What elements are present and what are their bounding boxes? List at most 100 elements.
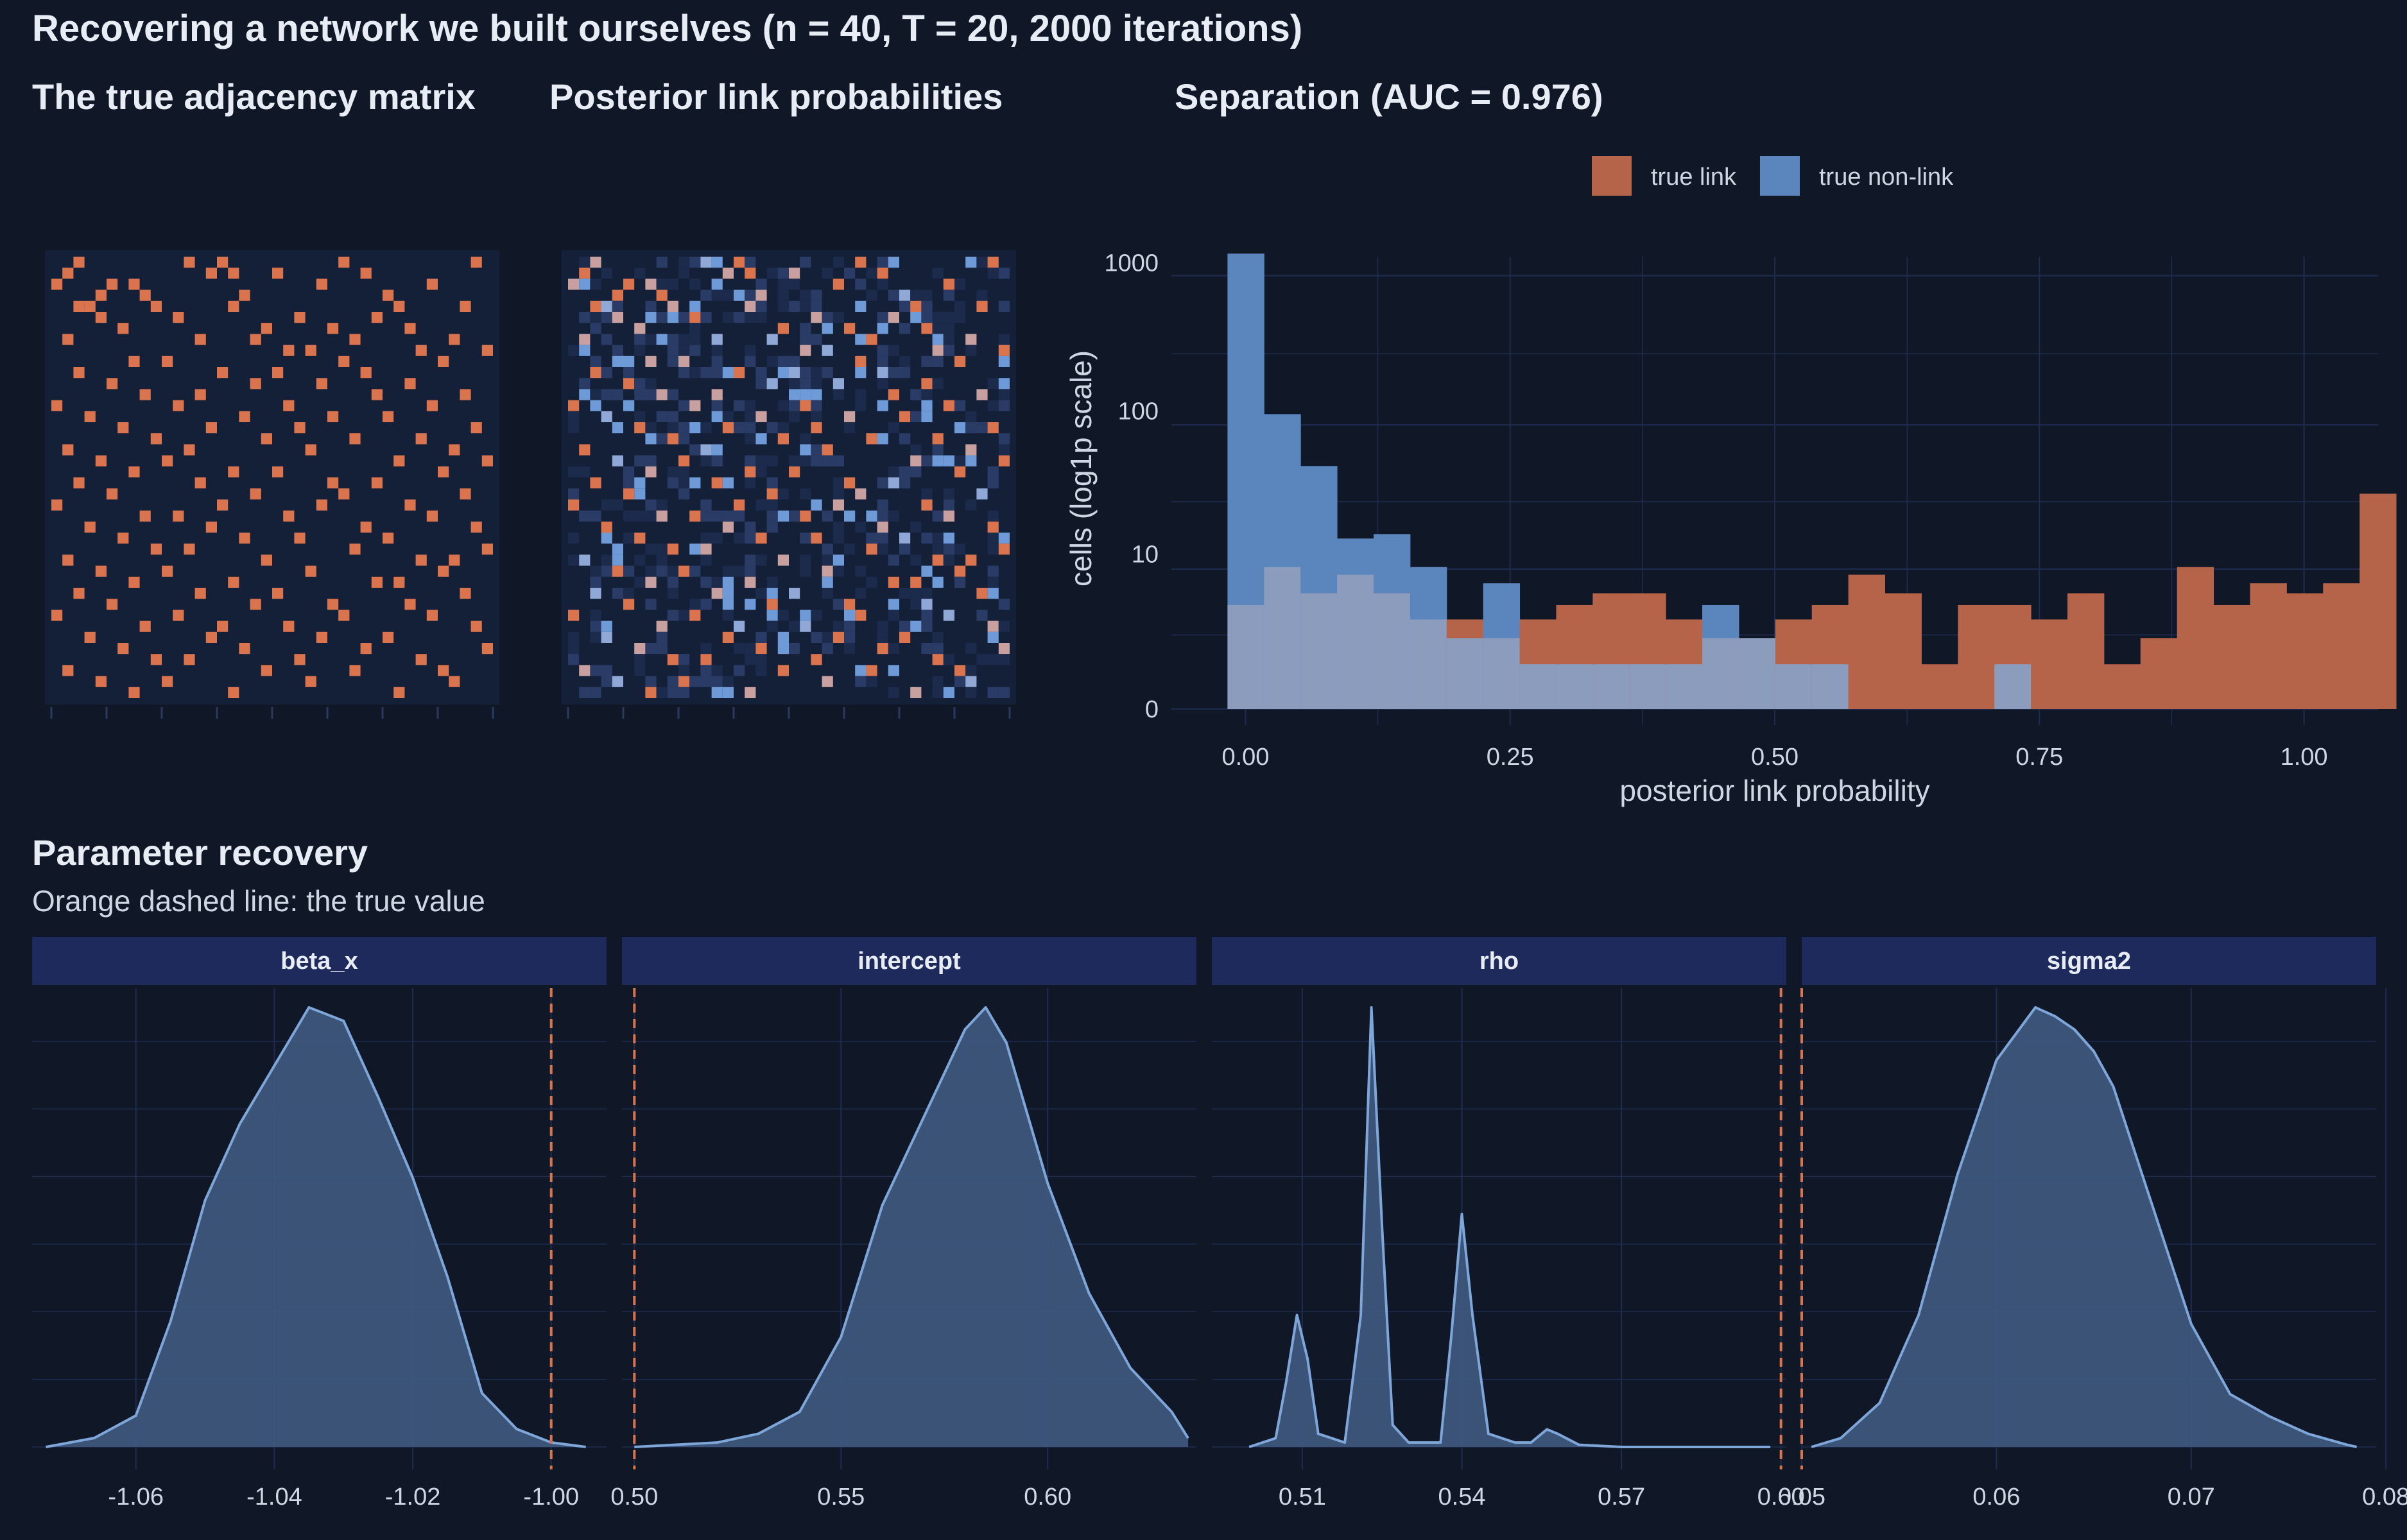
heatmap-cell <box>899 466 911 477</box>
heatmap-link-cell <box>910 300 922 312</box>
heatmap-cell <box>976 654 988 665</box>
heatmap-link-cell <box>393 300 405 312</box>
heatmap-cell <box>877 312 888 323</box>
heatmap-cell <box>877 620 888 632</box>
heatmap-link-cell <box>62 444 74 456</box>
heatmap-cell <box>800 257 811 268</box>
heatmap-cell <box>899 433 911 445</box>
heatmap-link-cell <box>590 300 601 312</box>
heatmap-cell <box>678 654 690 665</box>
heatmap-cell <box>777 422 789 434</box>
heatmap-link-cell <box>173 610 184 621</box>
heatmap-cell <box>921 620 933 632</box>
heatmap-link-cell <box>73 367 85 379</box>
heatmap-cell <box>590 565 601 577</box>
heatmap-cell <box>734 533 745 544</box>
heatmap-link-cell <box>623 488 635 500</box>
histogram-y-tick: 10 <box>1132 542 1159 569</box>
heatmap-link-cell <box>888 389 899 400</box>
heatmap-cell <box>789 300 800 312</box>
heatmap-cell <box>833 521 844 533</box>
heatmap-link-cell <box>700 257 712 268</box>
heatmap-cell <box>789 278 800 290</box>
heatmap-link-cell <box>95 565 107 577</box>
heatmap-link-cell <box>349 334 361 345</box>
heatmap-cell <box>932 444 944 456</box>
heatmap-link-cell <box>590 477 601 489</box>
heatmap-link-cell <box>623 278 635 290</box>
heatmap-link-cell <box>678 455 690 466</box>
histogram-bar-link <box>2323 583 2360 709</box>
heatmap-cell <box>755 665 767 676</box>
heatmap-cell <box>932 576 944 588</box>
heatmap-link-cell <box>745 268 756 279</box>
heatmap-link-cell <box>645 466 657 477</box>
heatmap-cell <box>568 631 580 643</box>
heatmap-cell <box>910 289 922 301</box>
facet-strip-label: beta_x <box>280 948 358 975</box>
facet-density-area <box>1249 1007 1771 1447</box>
heatmap-cell <box>612 588 623 599</box>
heatmap-cell <box>833 554 844 566</box>
heatmap-cell <box>976 257 988 268</box>
heatmap-link-cell <box>888 576 899 588</box>
heatmap-link-cell <box>954 355 966 367</box>
heatmap-cell <box>667 422 678 434</box>
heatmap-cell <box>822 312 833 323</box>
heatmap-cell <box>987 477 999 489</box>
heatmap-cell <box>568 488 580 500</box>
heatmap-link-cell <box>51 278 63 290</box>
heatmap-cell <box>755 554 767 566</box>
heatmap-cell <box>833 312 844 323</box>
heatmap-link-cell <box>777 554 789 566</box>
heatmap-cell <box>734 643 745 654</box>
heatmap-cell <box>998 268 1010 279</box>
heatmap-link-cell <box>139 510 151 522</box>
heatmap-cell <box>623 367 635 379</box>
heatmap-link-cell <box>107 599 118 610</box>
heatmap-link-cell <box>95 676 107 687</box>
heatmap-link-cell <box>612 565 623 577</box>
heatmap-cell <box>877 533 888 544</box>
heatmap-link-cell <box>117 533 129 544</box>
heatmap-cell <box>689 300 701 312</box>
heatmap-cell <box>745 477 756 489</box>
heatmap-link-cell <box>349 665 361 676</box>
heatmap-cell <box>734 565 745 577</box>
heatmap-cell <box>678 610 690 621</box>
heatmap-cell <box>734 289 745 301</box>
heatmap-link-cell <box>811 422 822 434</box>
heatmap-link-cell <box>943 510 954 522</box>
heatmap-cell <box>645 312 657 323</box>
heatmap-link-cell <box>689 610 701 621</box>
heatmap-link-cell <box>921 378 933 389</box>
heatmap-cell <box>954 455 966 466</box>
heatmap-cell <box>645 334 657 345</box>
heatmap-cell <box>678 334 690 345</box>
heatmap-cell <box>656 565 668 577</box>
heatmap-cell <box>777 367 789 379</box>
heatmap-cell <box>954 278 966 290</box>
heatmap-cell <box>700 533 712 544</box>
heatmap-link-cell <box>327 599 339 610</box>
heatmap-link-cell <box>932 654 944 665</box>
heatmap-link-cell <box>360 367 372 379</box>
heatmap-cell <box>745 643 756 654</box>
heatmap-cell <box>656 631 668 643</box>
parameter-recovery-title: Parameter recovery <box>32 832 368 873</box>
heatmap-link-cell <box>184 654 195 665</box>
heatmap-link-cell <box>866 543 877 555</box>
heatmap-cell <box>844 631 856 643</box>
heatmap-cell <box>965 345 977 356</box>
heatmap-link-cell <box>272 588 284 599</box>
heatmap-link-cell <box>755 643 767 654</box>
heatmap-cell <box>877 433 888 445</box>
heatmap-cell <box>667 411 678 422</box>
heatmap-cell <box>777 400 789 411</box>
heatmap-cell <box>656 278 668 290</box>
facet-strip-label: rho <box>1480 948 1519 975</box>
heatmap-link-cell <box>250 488 261 500</box>
heatmap-cell <box>766 355 778 367</box>
heatmap-cell <box>601 367 612 379</box>
heatmap-link-cell <box>601 521 612 533</box>
